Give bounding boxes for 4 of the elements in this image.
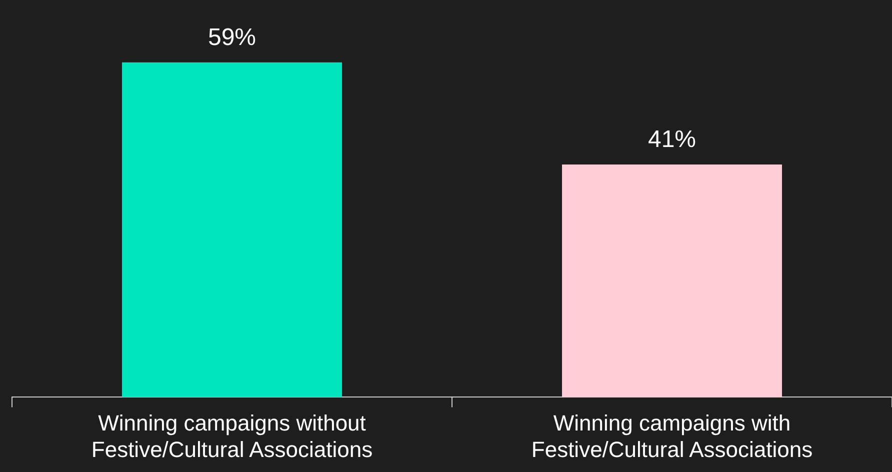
data-label: 59% [208,24,256,52]
x-tick-label: Winning campaigns with Festive/Cultural Associations [531,410,813,462]
data-label: 41% [648,126,696,154]
x-tick-label: Winning campaigns without Festive/Cultural Associations [91,410,373,462]
